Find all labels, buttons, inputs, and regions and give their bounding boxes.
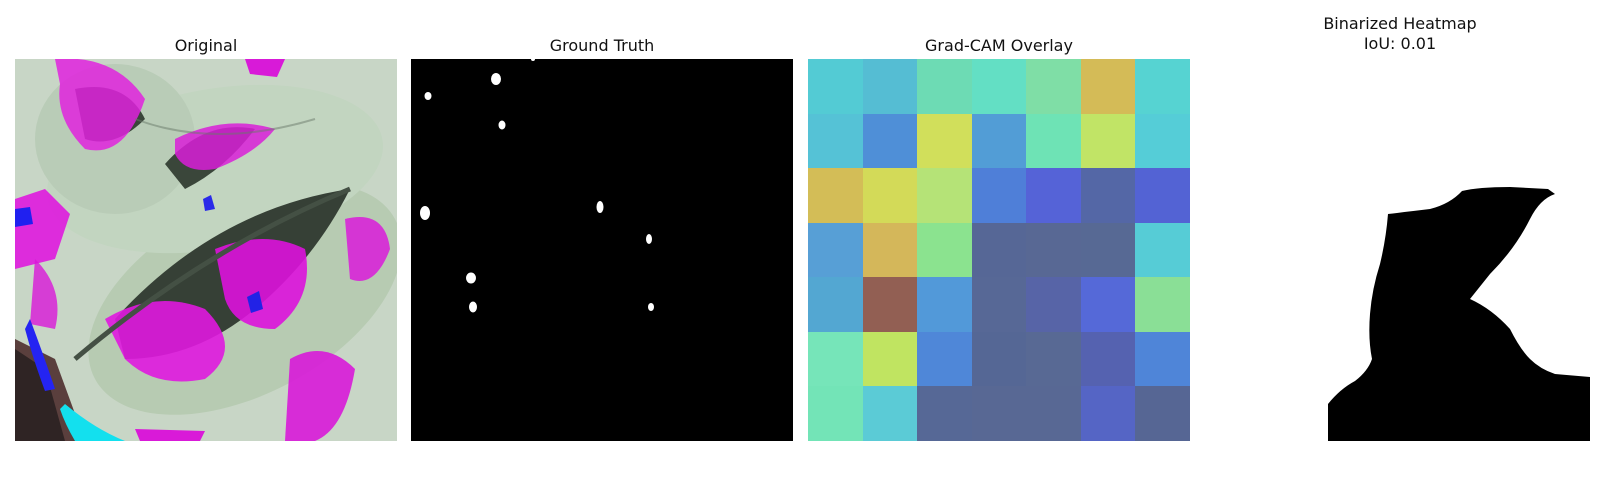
gradcam-cell xyxy=(808,277,863,332)
ground-truth-mask-drawing xyxy=(411,59,793,441)
gradcam-cell xyxy=(971,113,1027,169)
gradcam-cell xyxy=(1135,59,1190,114)
ground-truth-panel-title: Ground Truth xyxy=(549,36,655,55)
binarized-mask-shape xyxy=(1328,187,1590,441)
iou-score-label: IoU: 0.01 xyxy=(1363,34,1437,53)
original-panel-title: Original xyxy=(174,36,238,55)
gradcam-cell xyxy=(1026,277,1081,332)
gradcam-cell xyxy=(1080,386,1136,441)
gradcam-cell xyxy=(862,386,918,441)
gradcam-cell xyxy=(862,59,918,114)
gradcam-cell xyxy=(1026,168,1081,223)
gradcam-cell xyxy=(971,386,1027,441)
gradcam-cell xyxy=(862,222,918,278)
gradcam-cell xyxy=(862,277,918,332)
gradcam-cell xyxy=(971,59,1027,114)
gradcam-cell xyxy=(1080,222,1136,278)
gradcam-panel-title: Grad-CAM Overlay xyxy=(925,36,1073,55)
gradcam-cell xyxy=(808,222,863,278)
gradcam-cell xyxy=(971,222,1027,278)
gradcam-cell xyxy=(1135,168,1190,223)
gradcam-cell xyxy=(1080,59,1136,114)
gradcam-cell xyxy=(862,113,918,169)
gradcam-cell xyxy=(1135,113,1190,169)
gradcam-cell xyxy=(1080,168,1136,223)
gradcam-cell xyxy=(808,168,863,223)
gradcam-cell xyxy=(971,277,1027,332)
gradcam-cell xyxy=(1135,222,1190,278)
gradcam-cell xyxy=(1026,222,1081,278)
gradcam-cell xyxy=(1026,386,1081,441)
ground-truth-mask xyxy=(411,59,793,441)
gradcam-cell xyxy=(862,168,918,223)
gradcam-cell xyxy=(1026,59,1081,114)
gradcam-cell xyxy=(917,59,972,114)
gradcam-cell xyxy=(917,277,972,332)
gradcam-cell xyxy=(1026,331,1081,387)
gradcam-overlay xyxy=(808,59,1190,441)
original-image xyxy=(15,59,397,441)
gradcam-cell xyxy=(971,331,1027,387)
gradcam-cell xyxy=(1080,277,1136,332)
gradcam-cell xyxy=(917,168,972,223)
gradcam-cell xyxy=(808,386,863,441)
gradcam-heatmap-grid xyxy=(808,59,1190,441)
original-image-drawing xyxy=(15,59,397,441)
gradcam-cell xyxy=(917,113,972,169)
gradcam-cell xyxy=(862,331,918,387)
gradcam-cell xyxy=(1080,331,1136,387)
binarized-heatmap xyxy=(1230,59,1590,441)
binarized-panel-title: Binarized Heatmap xyxy=(1323,14,1477,33)
gradcam-cell xyxy=(1135,277,1190,332)
gradcam-cell xyxy=(808,59,863,114)
gradcam-cell xyxy=(808,113,863,169)
binarized-heatmap-drawing xyxy=(1230,59,1590,441)
gradcam-cell xyxy=(808,331,863,387)
gradcam-cell xyxy=(1135,331,1190,387)
gradcam-cell xyxy=(917,222,972,278)
gradcam-cell xyxy=(971,168,1027,223)
gradcam-cell xyxy=(917,386,972,441)
gradcam-cell xyxy=(1026,113,1081,169)
gradcam-cell xyxy=(1080,113,1136,169)
gradcam-cell xyxy=(917,331,972,387)
gradcam-cell xyxy=(1135,386,1190,441)
